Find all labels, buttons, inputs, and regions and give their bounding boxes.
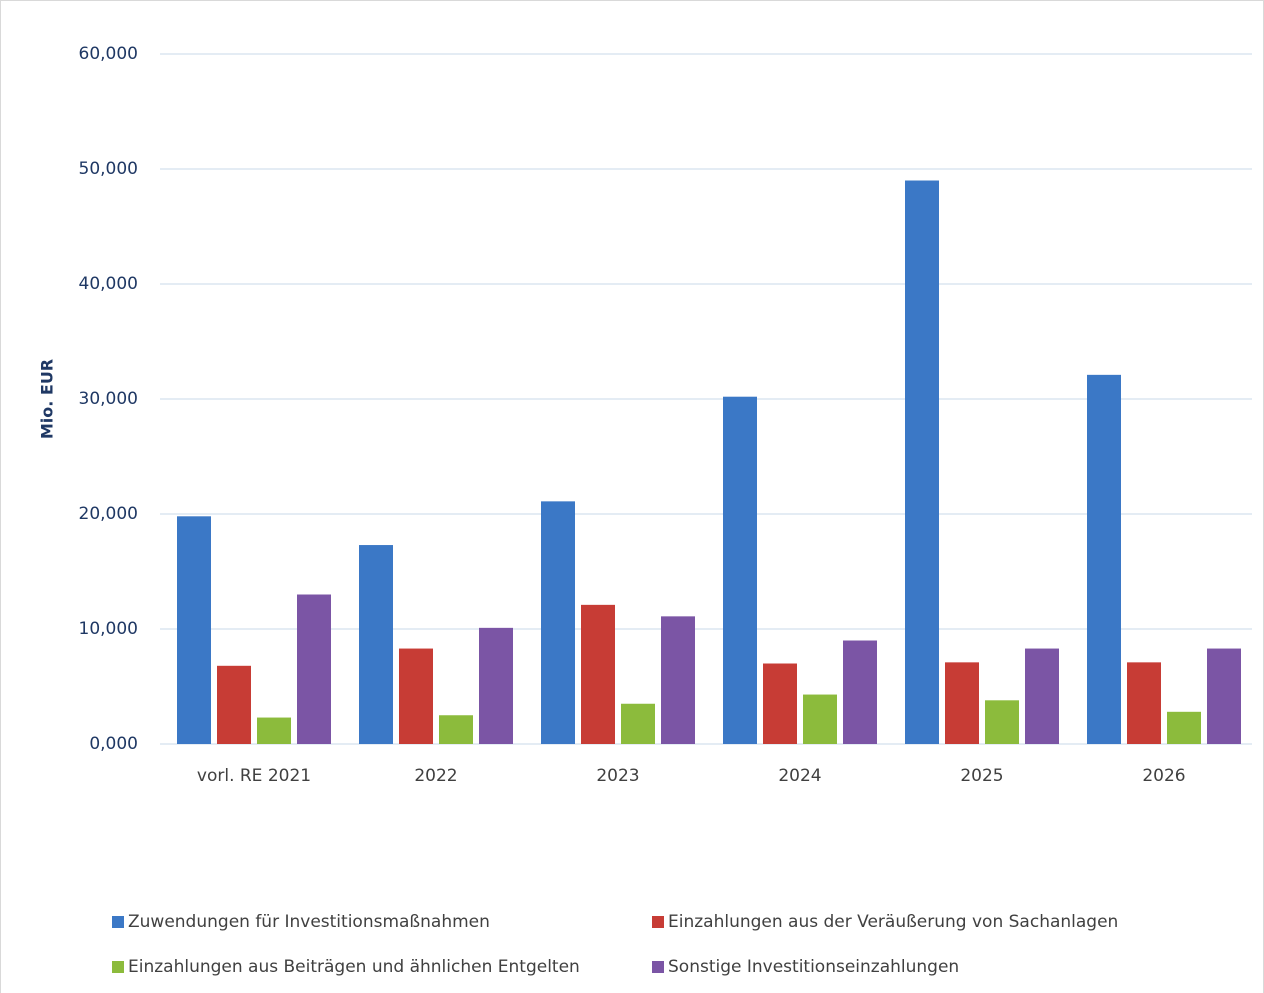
legend-label: Sonstige Investitionseinzahlungen: [668, 957, 959, 977]
bar: [723, 396, 757, 744]
bar: [257, 717, 291, 744]
bar: [1167, 711, 1201, 744]
y-axis-label: Mio. EUR: [38, 359, 57, 439]
bar: [399, 648, 433, 744]
bar: [945, 662, 979, 744]
bar: [217, 665, 251, 744]
x-tick-label: 2023: [596, 766, 639, 786]
legend-swatch: [112, 961, 124, 973]
bar: [843, 640, 877, 744]
legend-label: Einzahlungen aus der Veräußerung von Sac…: [668, 912, 1118, 932]
bar: [763, 663, 797, 744]
y-tick-label: 0,000: [89, 734, 138, 754]
x-tick-label: 2025: [960, 766, 1003, 786]
bar: [803, 694, 837, 744]
y-tick-label: 60,000: [79, 44, 138, 64]
bar: [661, 616, 695, 744]
bar: [1127, 662, 1161, 744]
bar: [297, 594, 331, 744]
x-tick-label: 2022: [414, 766, 457, 786]
y-tick-label: 30,000: [79, 389, 138, 409]
bar: [985, 700, 1019, 744]
legend-swatch: [652, 916, 664, 928]
bar: [359, 545, 393, 744]
x-tick-label: vorl. RE 2021: [197, 766, 311, 786]
y-tick-label: 50,000: [79, 159, 138, 179]
x-tick-label: 2024: [778, 766, 821, 786]
bar: [621, 703, 655, 744]
legend-swatch: [112, 916, 124, 928]
x-tick-label: 2026: [1142, 766, 1185, 786]
y-tick-label: 20,000: [79, 504, 138, 524]
y-tick-label: 40,000: [79, 274, 138, 294]
bar: [479, 627, 513, 744]
bar: [177, 516, 211, 744]
bar: [1087, 374, 1121, 744]
bar: [439, 715, 473, 744]
bar: [1025, 648, 1059, 744]
bar: [1207, 648, 1241, 744]
bar: [905, 180, 939, 744]
legend-label: Zuwendungen für Investitionsmaßnahmen: [128, 912, 490, 932]
legend-label: Einzahlungen aus Beiträgen und ähnlichen…: [128, 957, 580, 977]
legend-swatch: [652, 961, 664, 973]
bar: [581, 604, 615, 744]
bar: [541, 501, 575, 744]
y-tick-label: 10,000: [79, 619, 138, 639]
